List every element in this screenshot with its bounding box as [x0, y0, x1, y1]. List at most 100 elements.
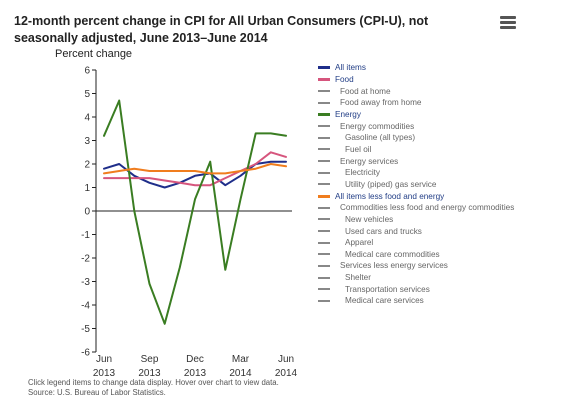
legend-label: Transportation services [345, 284, 430, 294]
legend-item[interactable]: Transportation services [318, 283, 514, 295]
legend-line-symbol [318, 77, 330, 81]
legend-item[interactable]: Food [318, 74, 514, 86]
legend-line-symbol [318, 230, 330, 233]
legend-label: Services less energy services [340, 261, 448, 271]
legend-item[interactable]: Medical care commodities [318, 249, 514, 261]
legend-item[interactable]: Gasoline (all types) [318, 132, 514, 144]
legend-item[interactable]: Energy commodities [318, 120, 514, 132]
legend-line-symbol [318, 241, 330, 244]
series-line-energy [103, 99, 287, 325]
legend-label: Gasoline (all types) [345, 133, 416, 143]
legend-label: New vehicles [345, 214, 394, 224]
legend-label: Electricity [345, 168, 381, 178]
legend-label: Energy commodities [340, 121, 415, 131]
series-lines [103, 99, 287, 325]
legend-item[interactable]: Shelter [318, 272, 514, 284]
y-tick-label: 3 [84, 136, 90, 147]
legend-label: Energy [335, 109, 361, 119]
chart-title: 12-month percent change in CPI for All U… [14, 14, 429, 45]
legend-item[interactable]: Utility (piped) gas service [318, 179, 514, 191]
legend-item[interactable]: Services less energy services [318, 260, 514, 272]
axes: 6 5 4 3 2 1 0 -1 -2 -3 -4 -5 -6 Jun 2013 Sep 2013 Dec 2013… [81, 66, 297, 380]
legend: All items Food Food at home Food away from … [318, 62, 514, 307]
legend-label: Shelter [345, 273, 371, 283]
y-tick-label: 6 [84, 66, 90, 77]
legend-item[interactable]: Energy [318, 109, 514, 121]
legend-line-symbol [318, 125, 330, 128]
y-tick-label: 1 [84, 183, 90, 194]
legend-line-symbol [318, 148, 330, 151]
legend-item[interactable]: All items less food and energy [318, 190, 514, 202]
y-axis-label: Percent change [55, 48, 133, 60]
x-tick-label: Jun [278, 354, 294, 365]
legend-line-symbol [318, 288, 330, 291]
legend-line-symbol [318, 194, 330, 198]
y-tick-label: -3 [81, 277, 90, 288]
chart-footer: Click legend items to change data displa… [28, 378, 279, 398]
footer-instructions: Click legend items to change data displa… [28, 378, 279, 387]
footer-source: Source: U.S. Bureau of Labor Statistics. [28, 388, 166, 397]
legend-label: Utility (piped) gas service [345, 179, 437, 189]
x-tick-label: 2014 [229, 368, 252, 379]
y-tick-label: 4 [84, 113, 90, 124]
legend-line-symbol [318, 171, 330, 174]
y-tick-label: -1 [81, 230, 90, 241]
legend-line-symbol [318, 66, 330, 70]
legend-label: Energy services [340, 156, 399, 166]
x-tick-label: Mar [232, 354, 250, 365]
legend-item[interactable]: Commodities less food and energy commodi… [318, 202, 514, 214]
legend-item[interactable]: Apparel [318, 237, 514, 249]
legend-item[interactable]: Electricity [318, 167, 514, 179]
legend-line-symbol [318, 183, 330, 186]
legend-label: Fuel oil [345, 144, 372, 154]
legend-item[interactable]: Food at home [318, 85, 514, 97]
x-tick-label: 2013 [184, 368, 207, 379]
legend-line-symbol [318, 206, 330, 209]
x-tick-label: 2014 [275, 368, 298, 379]
y-tick-label: 0 [84, 207, 90, 218]
legend-label: Medical care services [345, 296, 424, 306]
legend-label: Food at home [340, 86, 391, 96]
legend-item[interactable]: Medical care services [318, 295, 514, 307]
legend-item[interactable]: New vehicles [318, 214, 514, 226]
y-tick-label: 5 [84, 89, 90, 100]
legend-label: Used cars and trucks [345, 226, 422, 236]
legend-line-symbol [318, 160, 330, 163]
y-tick-label: -6 [81, 348, 90, 359]
legend-item[interactable]: Fuel oil [318, 144, 514, 156]
legend-label: Medical care commodities [345, 249, 440, 259]
legend-item[interactable]: Energy services [318, 155, 514, 167]
legend-line-symbol [318, 253, 330, 256]
legend-label: All items less food and energy [335, 191, 445, 201]
x-tick-label: Jun [96, 354, 112, 365]
legend-line-symbol [318, 112, 330, 116]
legend-line-symbol [318, 218, 330, 221]
legend-item[interactable]: Food away from home [318, 97, 514, 109]
legend-label: Apparel [345, 238, 374, 248]
legend-label: Commodities less food and energy commodi… [340, 203, 515, 213]
legend-line-symbol [318, 276, 330, 279]
y-tick-label: -5 [81, 324, 90, 335]
menu-bar [500, 21, 516, 24]
legend-item[interactable]: All items [318, 62, 514, 74]
legend-line-symbol [318, 101, 330, 104]
y-tick-label: -4 [81, 301, 90, 312]
legend-line-symbol [318, 299, 330, 302]
legend-item[interactable]: Used cars and trucks [318, 225, 514, 237]
hamburger-menu-icon[interactable] [500, 16, 516, 29]
legend-line-symbol [318, 90, 330, 93]
legend-line-symbol [318, 264, 330, 267]
x-tick-label: Sep [141, 354, 159, 365]
menu-bar [500, 16, 516, 19]
x-tick-label: Dec [186, 354, 204, 365]
x-tick-label: 2013 [138, 368, 161, 379]
series-line-all-items-less-food-and-energy [103, 163, 287, 175]
legend-label: Food away from home [340, 98, 422, 108]
x-tick-label: 2013 [93, 368, 116, 379]
y-tick-label: -2 [81, 254, 90, 265]
legend-label: Food [335, 74, 354, 84]
legend-line-symbol [318, 136, 330, 139]
menu-bar [500, 26, 516, 29]
y-tick-label: 2 [84, 160, 90, 171]
